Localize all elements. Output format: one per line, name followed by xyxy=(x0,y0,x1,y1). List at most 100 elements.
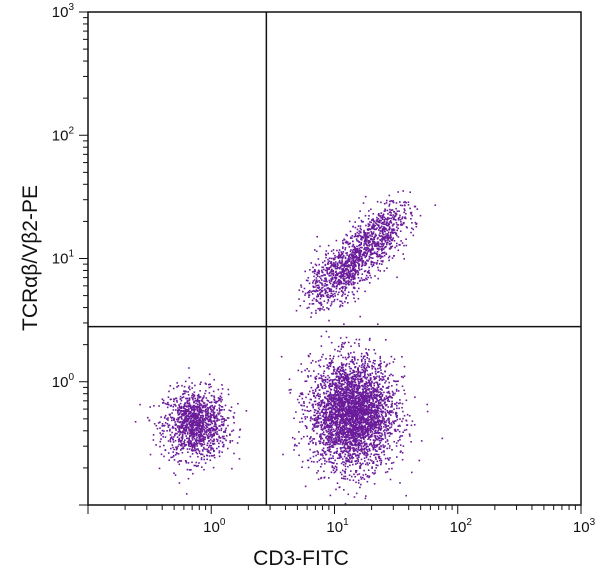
scatter-point xyxy=(201,437,204,440)
scatter-point xyxy=(351,443,353,445)
scatter-point xyxy=(391,462,393,464)
scatter-point xyxy=(372,448,375,451)
scatter-point xyxy=(358,425,360,428)
scatter-point xyxy=(374,430,376,433)
scatter-point xyxy=(363,385,366,387)
scatter-point xyxy=(204,462,207,464)
scatter-point xyxy=(361,451,364,454)
scatter-point xyxy=(213,401,216,404)
scatter-point xyxy=(320,476,323,479)
scatter-point xyxy=(186,424,188,426)
scatter-point xyxy=(338,404,340,407)
scatter-point xyxy=(213,398,215,401)
scatter-point xyxy=(401,420,403,423)
scatter-point xyxy=(320,400,322,403)
scatter-point xyxy=(343,398,346,401)
scatter-point xyxy=(325,442,327,444)
scatter-point xyxy=(207,450,210,452)
scatter-point xyxy=(198,441,200,443)
scatter-point xyxy=(301,404,303,407)
scatter-point xyxy=(371,402,374,404)
scatter-point xyxy=(341,392,344,395)
scatter-point xyxy=(356,401,359,403)
scatter-point xyxy=(355,471,357,474)
scatter-point xyxy=(410,441,412,443)
scatter-point xyxy=(356,428,358,430)
scatter-point xyxy=(386,457,389,460)
scatter-point xyxy=(347,417,349,420)
scatter-point xyxy=(378,376,380,378)
scatter-point xyxy=(338,371,341,374)
scatter-point xyxy=(378,400,380,402)
scatter-point xyxy=(403,244,405,247)
scatter-point xyxy=(359,403,362,406)
scatter-point xyxy=(222,437,225,440)
scatter-point xyxy=(355,455,357,457)
scatter-point xyxy=(366,401,369,403)
scatter-point xyxy=(333,387,336,389)
scatter-point xyxy=(185,413,188,415)
scatter-point xyxy=(213,425,215,428)
scatter-point xyxy=(293,417,295,420)
scatter-point xyxy=(347,341,350,344)
scatter-point xyxy=(354,448,357,451)
scatter-point xyxy=(348,405,350,407)
scatter-point xyxy=(216,439,219,441)
scatter-point xyxy=(334,383,336,386)
scatter-point xyxy=(315,443,317,446)
scatter-point xyxy=(339,453,342,456)
scatter-point xyxy=(180,417,183,419)
scatter-point xyxy=(370,416,372,419)
scatter-point xyxy=(213,438,215,441)
scatter-point xyxy=(356,413,358,416)
scatter-point xyxy=(317,394,319,396)
scatter-point xyxy=(343,475,345,478)
scatter-point xyxy=(386,447,388,450)
scatter-point xyxy=(366,376,369,379)
scatter-point xyxy=(335,397,338,399)
scatter-point xyxy=(320,411,323,413)
scatter-point xyxy=(360,445,363,447)
scatter-point xyxy=(192,412,195,415)
scatter-point xyxy=(223,419,226,421)
scatter-point xyxy=(360,428,363,431)
scatter-point xyxy=(353,388,356,391)
scatter-point xyxy=(324,408,327,410)
scatter-point xyxy=(335,394,338,396)
scatter-point xyxy=(353,392,355,395)
scatter-point xyxy=(191,382,193,384)
scatter-point xyxy=(211,414,213,416)
scatter-point xyxy=(304,369,306,372)
scatter-point xyxy=(330,420,333,423)
scatter-point xyxy=(319,436,321,438)
scatter-point xyxy=(338,436,340,438)
scatter-point xyxy=(343,470,346,473)
scatter-point xyxy=(315,417,317,419)
scatter-point xyxy=(166,406,169,409)
scatter-point xyxy=(313,438,316,440)
scatter-point xyxy=(197,412,200,414)
scatter-point xyxy=(344,395,347,398)
scatter-point xyxy=(288,389,291,391)
scatter-point xyxy=(370,453,372,455)
scatter-point xyxy=(341,403,343,405)
scatter-point xyxy=(367,408,369,411)
scatter-point xyxy=(354,422,357,424)
scatter-point xyxy=(206,442,209,444)
scatter-point xyxy=(158,405,160,407)
scatter-point xyxy=(341,373,344,375)
scatter-point xyxy=(356,415,359,417)
scatter-point xyxy=(366,399,368,402)
scatter-point xyxy=(371,467,373,469)
scatter-point xyxy=(392,374,394,377)
scatter-point xyxy=(345,460,348,463)
scatter-point xyxy=(301,408,304,411)
scatter-point xyxy=(389,478,392,481)
scatter-point xyxy=(342,416,345,418)
scatter-point xyxy=(352,413,355,415)
scatter-point xyxy=(190,449,193,451)
scatter-point xyxy=(327,401,329,403)
scatter-point xyxy=(319,442,321,445)
scatter-point xyxy=(180,423,183,426)
scatter-point xyxy=(335,468,338,471)
